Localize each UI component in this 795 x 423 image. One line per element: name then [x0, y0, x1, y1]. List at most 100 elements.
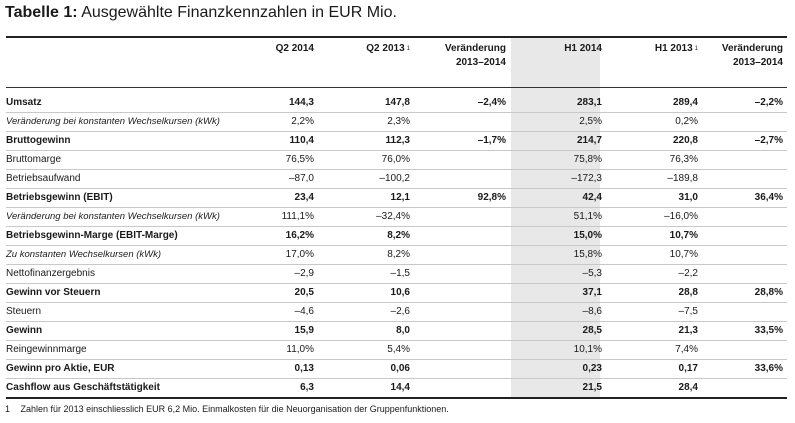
- column-header: Veränderung 2013–2014: [414, 36, 510, 88]
- table-cell: 15,9: [253, 321, 318, 341]
- table-cell: 110,4: [253, 131, 318, 151]
- table-cell: [414, 264, 510, 284]
- table-cell: 21,3: [606, 321, 702, 341]
- table-cell: 15,8%: [510, 245, 606, 265]
- table-cell: 8,0: [318, 321, 414, 341]
- table-cell: 0,06: [318, 359, 414, 379]
- table-row: Betriebsgewinn-Marge (EBIT-Marge) 16,2% 8,…: [6, 226, 787, 246]
- table-cell: –2,2%: [702, 93, 787, 113]
- column-header-footnote-marker: 1: [694, 46, 698, 52]
- table-cell: –1,7%: [414, 131, 510, 151]
- table-cell: 75,8%: [510, 150, 606, 170]
- table-row: Gewinn pro Aktie, EUR 0,13 0,06 0,23 0,17 33,…: [6, 359, 787, 379]
- footnote: 1 Zahlen für 2013 einschliesslich EUR 6,…: [5, 404, 449, 414]
- column-header-label: Veränderung: [721, 43, 783, 54]
- table-body: Umsatz 144,3 147,8 –2,4% 283,1 289,4 –2,2% Verä…: [6, 87, 787, 399]
- row-label: Nettofinanzergebnis: [6, 264, 253, 284]
- table-cell: [702, 245, 787, 265]
- table-cell: 11,0%: [253, 340, 318, 360]
- table-cell: [702, 340, 787, 360]
- table-row: Bruttomarge 76,5% 76,0% 75,8% 76,3%: [6, 150, 787, 170]
- row-label: Steuern: [6, 302, 253, 322]
- table-cell: 8,2%: [318, 226, 414, 246]
- table-cell: [702, 112, 787, 132]
- table-row: Reingewinnmarge 11,0% 5,4% 10,1% 7,4%: [6, 340, 787, 360]
- table-cell: –5,3: [510, 264, 606, 284]
- table-cell: 144,3: [253, 93, 318, 113]
- table-header-row: Q2 2014 Q2 2013 1 Veränderung 2013–2014 H1 20…: [6, 36, 787, 88]
- table-cell: 0,2%: [606, 112, 702, 132]
- column-header-label: Veränderung: [444, 43, 506, 54]
- table-row: Betriebsgewinn (EBIT) 23,4 12,1 92,8% 42,4 31…: [6, 188, 787, 208]
- table-cell: 14,4: [318, 378, 414, 399]
- table-row: Zu konstanten Wechselkursen (kWk) 17,0% 8,…: [6, 245, 787, 265]
- table-cell: 16,2%: [253, 226, 318, 246]
- table-title-text: Ausgewählte Finanzkennzahlen in EUR Mio.: [81, 4, 397, 21]
- column-header-footnote-marker: 1: [406, 46, 410, 52]
- footnote-text: Zahlen für 2013 einschliesslich EUR 6,2 …: [20, 404, 449, 414]
- row-label: Gewinn pro Aktie, EUR: [6, 359, 253, 379]
- column-header-subtitle: 2013–2014: [455, 57, 506, 68]
- table-cell: 76,0%: [318, 150, 414, 170]
- table-cell: [702, 150, 787, 170]
- table-cell: 8,2%: [318, 245, 414, 265]
- column-header-label: Q2 2014: [275, 43, 314, 54]
- table-row: Veränderung bei konstanten Wechselkursen…: [6, 207, 787, 227]
- table-cell: –87,0: [253, 169, 318, 189]
- table-cell: 2,5%: [510, 112, 606, 132]
- table-cell: 28,8%: [702, 283, 787, 303]
- table-cell: –7,5: [606, 302, 702, 322]
- row-label: Betriebsgewinn-Marge (EBIT-Marge): [6, 226, 253, 246]
- table-cell: 0,17: [606, 359, 702, 379]
- table-cell: –4,6: [253, 302, 318, 322]
- table-row: Bruttogewinn 110,4 112,3 –1,7% 214,7 220,8 –2,…: [6, 131, 787, 151]
- row-label: Veränderung bei konstanten Wechselkursen…: [6, 112, 253, 132]
- table-cell: 10,6: [318, 283, 414, 303]
- table-row: Umsatz 144,3 147,8 –2,4% 283,1 289,4 –2,2%: [6, 93, 787, 113]
- table-cell: –2,7%: [702, 131, 787, 151]
- table-title-prefix: Tabelle 1:: [5, 4, 78, 21]
- table-cell: 10,1%: [510, 340, 606, 360]
- row-label: Zu konstanten Wechselkursen (kWk): [6, 245, 253, 265]
- column-header-subtitle: 2013–2014: [732, 57, 783, 68]
- table-cell: [414, 245, 510, 265]
- table-cell: 17,0%: [253, 245, 318, 265]
- row-label: Cashflow aus Geschäftstätigkeit: [6, 378, 253, 399]
- table-cell: 92,8%: [414, 188, 510, 208]
- table-cell: 76,5%: [253, 150, 318, 170]
- table-cell: –2,6: [318, 302, 414, 322]
- table-cell: [414, 207, 510, 227]
- column-header: H1 2013 1: [606, 36, 702, 88]
- table-cell: 31,0: [606, 188, 702, 208]
- table-cell: 28,4: [606, 378, 702, 399]
- table-cell: 2,2%: [253, 112, 318, 132]
- table-cell: –16,0%: [606, 207, 702, 227]
- financial-figures-table: Q2 2014 Q2 2013 1 Veränderung 2013–2014 H1 20…: [6, 36, 787, 399]
- table-cell: –1,5: [318, 264, 414, 284]
- table-cell: 28,5: [510, 321, 606, 341]
- table-cell: 10,7%: [606, 245, 702, 265]
- table-cell: [414, 340, 510, 360]
- table-cell: 289,4: [606, 93, 702, 113]
- row-label: Betriebsgewinn (EBIT): [6, 188, 253, 208]
- table-cell: –2,4%: [414, 93, 510, 113]
- table-row: Nettofinanzergebnis –2,9 –1,5 –5,3 –2,2: [6, 264, 787, 284]
- column-header-label: H1 2014: [564, 43, 602, 54]
- table-cell: [414, 226, 510, 246]
- table-cell: 36,4%: [702, 188, 787, 208]
- row-label: Reingewinnmarge: [6, 340, 253, 360]
- table-cell: 0,13: [253, 359, 318, 379]
- table-title: Tabelle 1: Ausgewählte Finanzkennzahlen …: [5, 3, 397, 23]
- header-label-column: [6, 36, 253, 88]
- table-cell: [414, 321, 510, 341]
- table-cell: 2,3%: [318, 112, 414, 132]
- table-cell: 147,8: [318, 93, 414, 113]
- row-label: Veränderung bei konstanten Wechselkursen…: [6, 207, 253, 227]
- table-cell: –2,2: [606, 264, 702, 284]
- table-cell: 220,8: [606, 131, 702, 151]
- footnote-number: 1: [5, 404, 11, 414]
- column-header: H1 2014: [510, 36, 606, 88]
- table-cell: 15,0%: [510, 226, 606, 246]
- row-label: Betriebsaufwand: [6, 169, 253, 189]
- table-row: Gewinn 15,9 8,0 28,5 21,3 33,5%: [6, 321, 787, 341]
